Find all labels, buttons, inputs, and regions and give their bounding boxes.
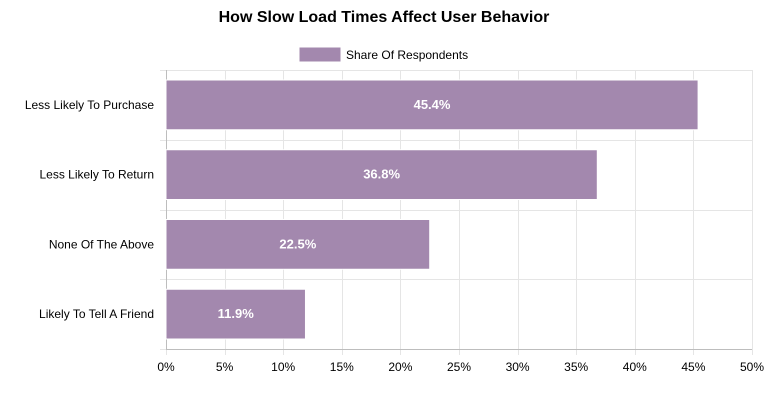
- bar-data-label: 36.8%: [363, 167, 400, 182]
- bar[interactable]: [165, 288, 306, 340]
- bar[interactable]: [165, 149, 598, 200]
- x-tick-label: 10%: [271, 360, 295, 374]
- bar[interactable]: [165, 219, 431, 270]
- bar-data-label: 11.9%: [218, 306, 255, 321]
- y-category-label: Likely To Tell A Friend: [39, 307, 154, 321]
- legend-label: Share Of Respondents: [346, 48, 468, 62]
- x-tick-label: 25%: [447, 360, 471, 374]
- x-axis-ticks: 0% 5% 10% 15% 20% 25% 30% 35% 40% 45% 50%: [157, 360, 764, 374]
- bar-data-label: 22.5%: [279, 236, 316, 251]
- bar-data-label: 45.4%: [414, 97, 451, 112]
- y-category-label: Less Likely To Purchase: [25, 98, 155, 112]
- legend-swatch: [298, 46, 342, 63]
- chart-title: How Slow Load Times Affect User Behavior: [218, 9, 550, 26]
- x-tick-label: 20%: [388, 360, 412, 374]
- legend: Share Of Respondents: [298, 46, 468, 63]
- y-category-label: None Of The Above: [49, 237, 155, 251]
- bar[interactable]: [165, 79, 699, 131]
- x-tick-label: 5%: [216, 360, 234, 374]
- y-category-label: Less Likely To Return: [39, 168, 154, 182]
- x-tick-label: 45%: [681, 360, 705, 374]
- x-tick-label: 40%: [623, 360, 647, 374]
- x-tick-label: 0%: [157, 360, 175, 374]
- x-tick-label: 50%: [740, 360, 764, 374]
- x-tick-label: 15%: [330, 360, 354, 374]
- x-tick-label: 30%: [506, 360, 530, 374]
- x-tick-label: 35%: [564, 360, 588, 374]
- bars: 45.4% Less Likely To Purchase 36.8% Less Li…: [25, 79, 699, 340]
